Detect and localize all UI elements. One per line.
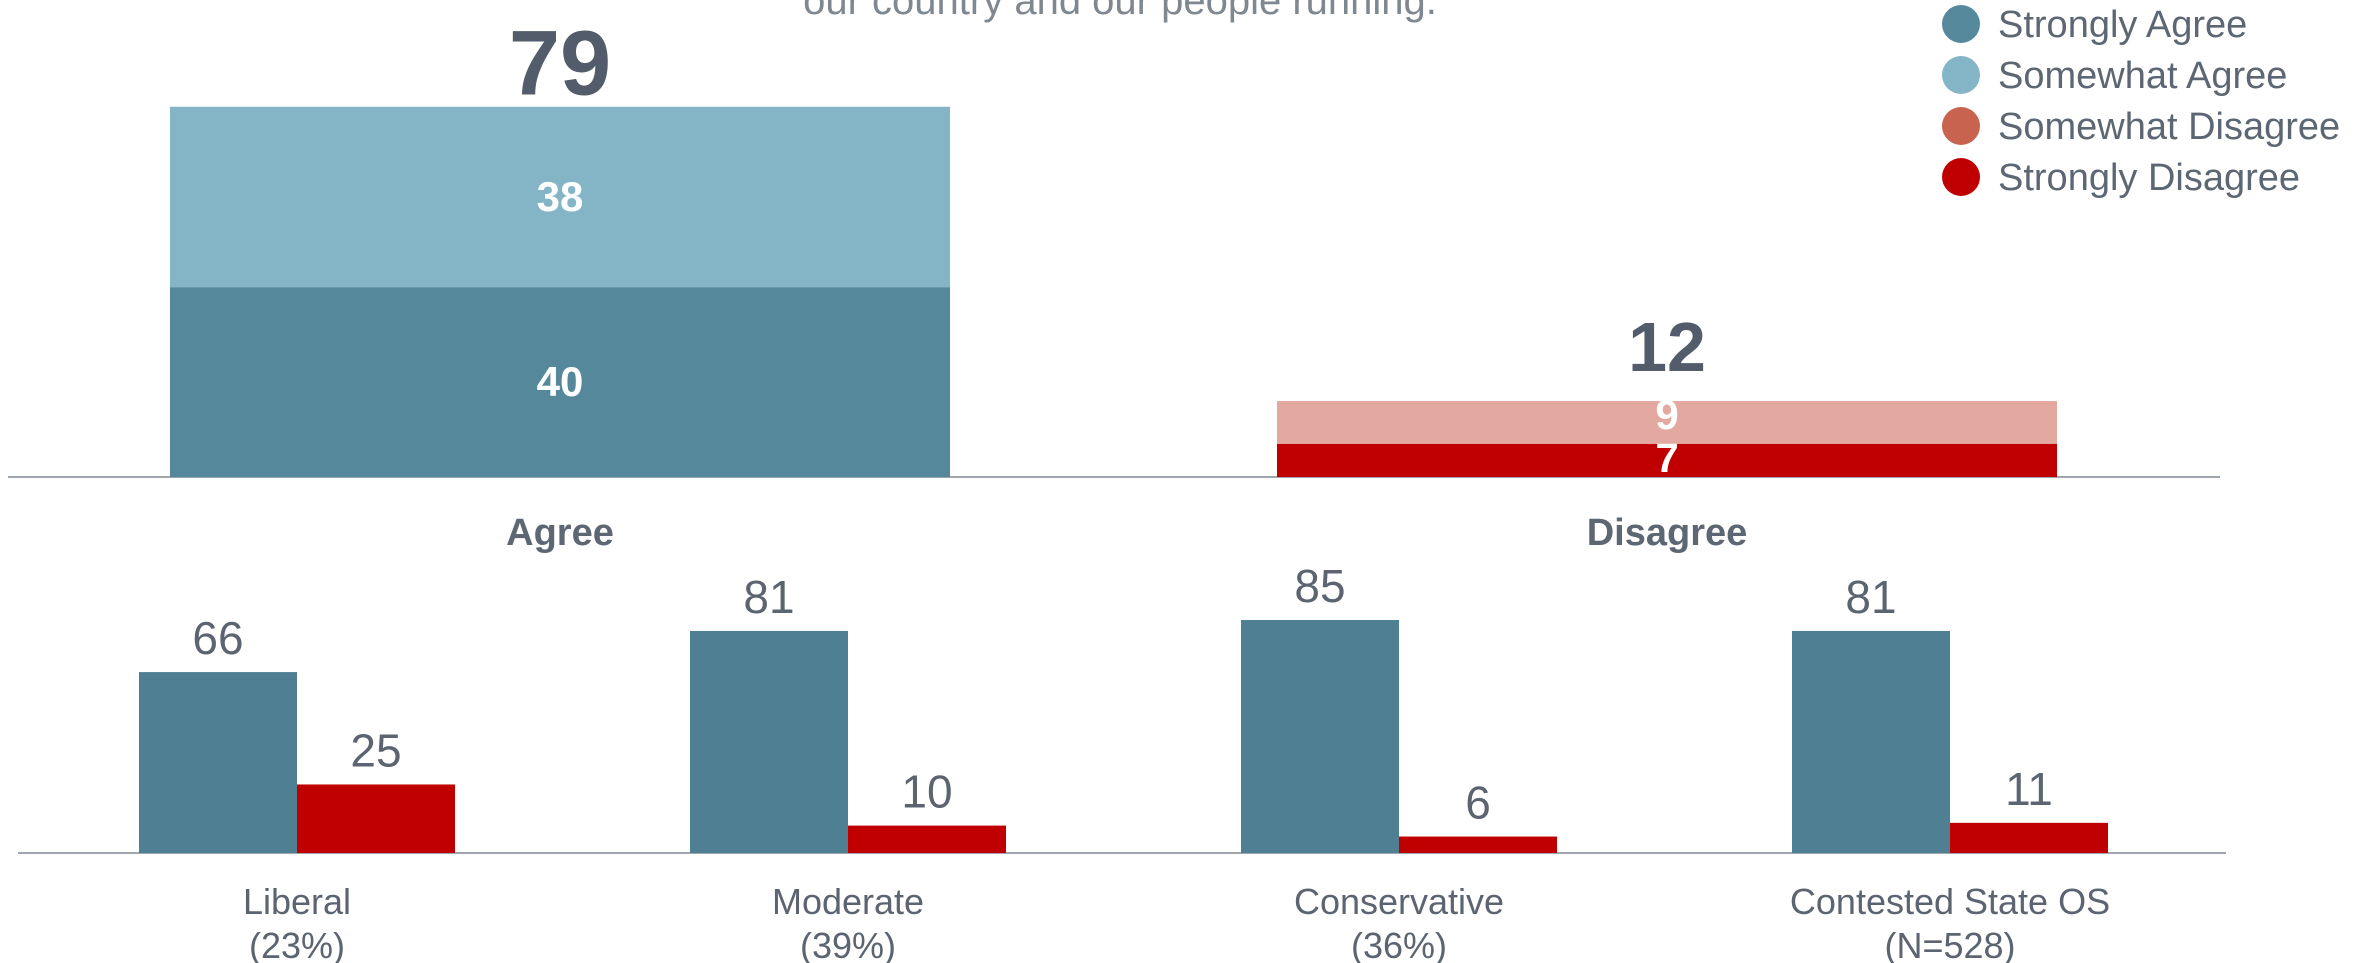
chart-subtitle: our country and our people running. [803, 0, 1437, 23]
segment-value-label: 40 [537, 358, 584, 405]
group-label-contested-state-os: Contested State OS [1790, 881, 2110, 922]
legend-label-strongly-agree: Strongly Agree [1998, 4, 2247, 46]
bar-value-label: 81 [743, 571, 794, 623]
bar-segment-agree-somewhat-agree [170, 106, 950, 288]
bar-value-label: 25 [350, 724, 401, 776]
group-label-moderate: Moderate [772, 881, 924, 922]
total-label-disagree: 12 [1628, 308, 1706, 386]
overall-stacked-bar-chart: 40 38 79 Agree 79 12 Disagree [8, 13, 2220, 554]
total-label-agree: 79 [509, 13, 611, 115]
legend: Strongly Agree Somewhat Agree Somewhat Dis… [1942, 4, 2340, 199]
bar-value-label: 85 [1294, 560, 1345, 612]
group-note-conservative: (36%) [1351, 925, 1447, 963]
bar-conservative-disagree [1399, 836, 1557, 853]
group-note-liberal: (23%) [249, 925, 345, 963]
legend-swatch-strongly-disagree [1942, 158, 1980, 196]
bar-moderate-disagree [848, 825, 1006, 853]
bar-conservative-agree [1241, 620, 1399, 853]
category-label-agree: Agree [506, 512, 614, 554]
segment-value-label: 38 [537, 173, 584, 220]
bar-segment-disagree-somewhat-disagree [1277, 401, 2057, 444]
bar-value-label: 81 [1845, 571, 1896, 623]
bar-liberal-agree [139, 672, 297, 853]
group-note-contested-state-os: (N=528) [1884, 925, 2015, 963]
legend-swatch-somewhat-disagree [1942, 107, 1980, 145]
group-label-conservative: Conservative [1294, 881, 1504, 922]
group-label-liberal: Liberal [243, 881, 351, 922]
bar-contested-state-os-agree [1792, 630, 1950, 853]
bar-liberal-disagree [297, 784, 455, 853]
bar-contested-state-os-disagree [1950, 822, 2108, 853]
group-note-moderate: (39%) [800, 925, 896, 963]
bar-segment-agree-strongly-agree [170, 287, 950, 477]
segment-value-label: 9 [1655, 391, 1678, 438]
bar-value-label: 6 [1465, 777, 1491, 829]
legend-swatch-strongly-agree [1942, 5, 1980, 43]
bar-segment-disagree-strongly-disagree [1277, 443, 2057, 477]
bar-value-label: 10 [901, 766, 952, 818]
legend-label-somewhat-agree: Somewhat Agree [1998, 55, 2287, 97]
bar-value-label: 11 [2005, 763, 2053, 815]
bar-value-label: 66 [192, 612, 243, 664]
segment-value-label: 7 [1655, 434, 1678, 481]
legend-label-somewhat-disagree: Somewhat Disagree [1998, 106, 2340, 148]
bar-moderate-agree [690, 630, 848, 853]
group-bar-chart: 66 25 Liberal(23%) 81 10 Moderate(39%) 85 6 Cons… [18, 560, 2226, 963]
legend-swatch-somewhat-agree [1942, 56, 1980, 94]
category-label-disagree: Disagree [1587, 512, 1748, 554]
legend-label-strongly-disagree: Strongly Disagree [1998, 157, 2300, 199]
